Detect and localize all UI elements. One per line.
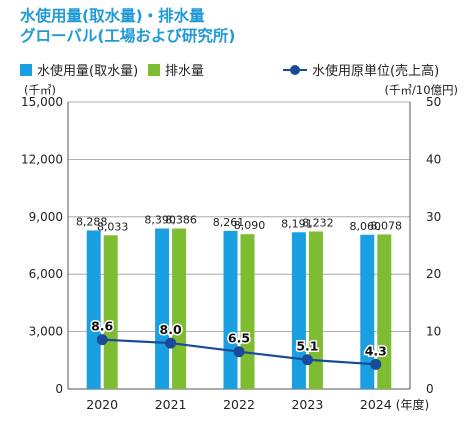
bar-label-intake: 8,390 — [144, 213, 176, 226]
bar-intake — [155, 228, 170, 389]
x-axis-suffix: (年度) — [396, 397, 429, 412]
intensity-point — [165, 337, 177, 349]
chart-title-line2: グローバル(工場および研究所) — [20, 27, 236, 45]
bar-drainage — [172, 228, 187, 389]
bar-label-drainage: 8,090 — [234, 219, 266, 232]
intensity-label: 5.1 — [296, 339, 318, 354]
right-tick-label: 20 — [426, 267, 441, 281]
x-tick-label: 2023 — [291, 397, 323, 412]
bar-intake — [223, 230, 238, 389]
right-tick-label: 50 — [426, 95, 441, 109]
legend-item-intensity: 水使用原単位(売上高) — [283, 60, 439, 79]
bar-label-intake: 8,191 — [281, 217, 313, 230]
right-tick-label: 40 — [426, 152, 441, 166]
legend-item-intake: 水使用量(取水量) — [20, 60, 138, 79]
right-tick-label: 0 — [426, 382, 434, 396]
intensity-label: 8.6 — [91, 319, 113, 334]
legend-swatch-drainage — [148, 63, 160, 76]
bar-intake — [291, 232, 306, 389]
right-tick-label: 30 — [426, 210, 441, 224]
x-tick-label: 2022 — [223, 397, 255, 412]
left-tick-label: 0 — [55, 382, 63, 396]
left-tick-label: 3,000 — [29, 325, 63, 339]
legend-swatch-intake — [20, 63, 32, 76]
intensity-label: 6.5 — [228, 331, 250, 346]
intensity-point — [96, 334, 108, 346]
bar-drainage — [308, 231, 323, 389]
left-tick-label: 6,000 — [29, 267, 63, 281]
legend-label-intensity: 水使用原単位(売上高) — [312, 64, 440, 79]
bar-drainage — [377, 234, 392, 389]
x-tick-label: 2021 — [155, 397, 187, 412]
legend-item-drainage: 排水量 — [148, 60, 204, 79]
bar-label-drainage: 8,078 — [371, 219, 403, 232]
bar-label-drainage: 8,386 — [165, 214, 197, 227]
bar-label-intake: 8,261 — [213, 216, 245, 229]
legend-marker-intensity — [283, 64, 307, 76]
bar-drainage — [103, 235, 118, 389]
chart-title-line1: 水使用量(取水量)・排水量 — [20, 7, 205, 25]
left-tick-label: 12,000 — [21, 152, 63, 166]
bar-intake — [360, 234, 375, 389]
intensity-label: 8.0 — [160, 322, 182, 337]
bar-label-drainage: 8,033 — [97, 220, 129, 233]
intensity-point — [301, 354, 313, 366]
bar-intake — [86, 230, 101, 389]
left-tick-label: 15,000 — [21, 95, 63, 109]
x-tick-label: 2020 — [86, 397, 118, 412]
x-tick-label: 2024 — [360, 397, 392, 412]
intensity-point — [233, 346, 245, 358]
left-axis-unit: (千㎥) — [24, 83, 56, 97]
bar-label-intake: 8,288 — [76, 215, 108, 228]
right-axis-unit: (千㎥/10億円) — [384, 83, 458, 97]
bar-label-intake: 8,060 — [350, 220, 382, 233]
right-tick-label: 10 — [426, 325, 441, 339]
bar-label-drainage: 8,232 — [302, 216, 334, 229]
bar-drainage — [240, 234, 255, 389]
left-tick-label: 9,000 — [29, 210, 63, 224]
intensity-label: 4.3 — [365, 343, 387, 358]
legend-label-drainage: 排水量 — [165, 64, 205, 79]
intensity-point — [370, 358, 382, 370]
legend-label-intake: 水使用量(取水量) — [37, 64, 139, 79]
